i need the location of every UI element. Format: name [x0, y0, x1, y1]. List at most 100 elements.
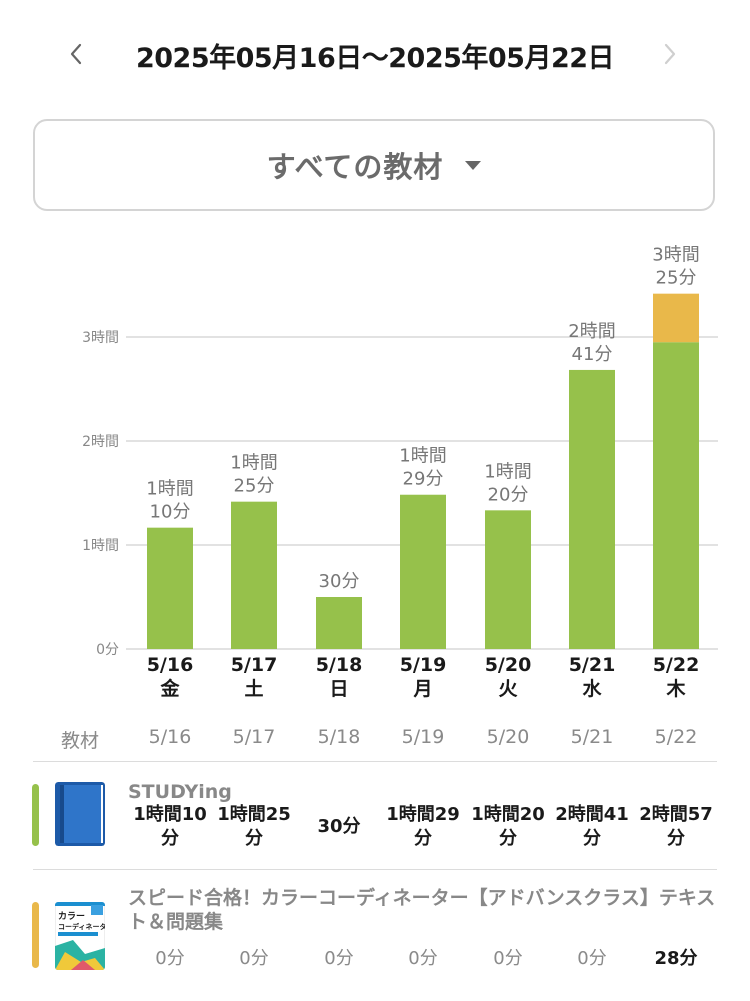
book-cover-image: カラー コーディネーター: [55, 902, 105, 970]
x-date-label: 5/20: [485, 654, 532, 676]
study-time-text: 0分: [324, 948, 354, 969]
caret-down-icon: [465, 160, 482, 170]
total-time-label: 3時間: [652, 245, 699, 266]
study-time-cell: 0分: [379, 947, 467, 971]
studying-book-icon: [55, 782, 105, 846]
study-time-cell: 2時間41 分: [548, 803, 636, 851]
study-time-cell: 2時間57 分: [632, 803, 720, 851]
total-time-label: 10分: [150, 502, 191, 523]
study-time-text: 分: [414, 828, 432, 849]
study-time-chart: 0分1時間2時間3時間1時間10分5/16金1時間25分5/17土30分5/18…: [82, 245, 718, 700]
study-time-text: 0分: [239, 948, 269, 969]
study-time-text: 1時間25: [217, 804, 291, 825]
x-weekday-label: 水: [582, 678, 602, 700]
bar-segment: [147, 527, 193, 649]
table-header-material: 教材: [60, 730, 99, 752]
study-time-cell: 30分: [295, 815, 383, 839]
x-date-label: 5/22: [653, 654, 700, 676]
study-time-cell: 1時間29 分: [379, 803, 467, 851]
bar-segment: [231, 501, 277, 649]
material-title: スピード合格！カラーコーディネーター【アドバンスクラス】テキスト＆問題集: [128, 887, 716, 933]
study-time-cell: 0分: [295, 947, 383, 971]
x-weekday-label: 日: [329, 678, 348, 700]
study-time-cell: 0分: [464, 947, 552, 971]
total-time-label: 41分: [572, 344, 613, 365]
study-time-text: 1時間29: [386, 804, 460, 825]
prev-week-button[interactable]: [58, 36, 94, 72]
divider: [33, 761, 717, 762]
total-time-label: 1時間: [484, 461, 531, 482]
date-range-title: 2025年05月16日〜2025年05月22日: [135, 43, 615, 74]
study-time-cell: 1時間25 分: [210, 803, 298, 851]
x-weekday-label: 土: [244, 678, 263, 700]
study-time-text: 30分: [317, 816, 361, 837]
study-time-text: 0分: [408, 948, 438, 969]
material-filter-label: すべての教材: [266, 150, 444, 184]
table-header-date: 5/19: [401, 726, 445, 748]
study-time-text: 分: [667, 828, 685, 849]
cover-title-line2: コーディネーター: [58, 922, 105, 931]
total-time-label: 1時間: [399, 446, 446, 467]
material-color-bar: [32, 784, 39, 846]
study-time-text: 0分: [577, 948, 607, 969]
date-header: 2025年05月16日〜2025年05月22日: [0, 0, 750, 110]
study-time-text: 分: [583, 828, 601, 849]
material-row-studying[interactable]: STUDYing 1時間10 分 1時間25 分 30分 1時間29 分 1時間20 分 2時間4…: [0, 762, 750, 868]
total-time-label: 20分: [488, 484, 529, 505]
study-time-text: 1時間20: [471, 804, 545, 825]
x-weekday-label: 月: [412, 678, 432, 700]
study-time-text: 0分: [155, 948, 185, 969]
x-date-label: 5/18: [316, 654, 363, 676]
x-date-label: 5/17: [231, 654, 278, 676]
y-tick-label: 1時間: [82, 538, 119, 554]
table-header: 教材 5/16 5/17 5/18 5/19 5/20 5/21 5/22: [0, 718, 750, 758]
study-time-text: 分: [499, 828, 517, 849]
study-time-text: 2時間57: [639, 804, 713, 825]
chevron-right-icon: [664, 43, 676, 65]
table-header-date: 5/16: [148, 726, 192, 748]
y-tick-label: 0分: [96, 642, 119, 658]
study-time-cell: 1時間10 分: [126, 803, 214, 851]
bar-segment: [485, 510, 531, 649]
x-weekday-label: 火: [498, 678, 518, 700]
next-week-button[interactable]: [652, 36, 688, 72]
cover-title-line1: カラー: [58, 911, 85, 922]
material-color-bar: [32, 902, 39, 968]
bar-segment: [653, 293, 699, 343]
x-date-label: 5/21: [569, 654, 616, 676]
study-time-cell: 1時間20 分: [464, 803, 552, 851]
material-filter-dropdown[interactable]: すべての教材: [33, 119, 715, 211]
study-time-cell: 0分: [126, 947, 214, 971]
study-time-text: 28分: [654, 948, 698, 969]
y-tick-label: 2時間: [82, 434, 119, 450]
table-header-date: 5/18: [317, 726, 361, 748]
x-date-label: 5/19: [400, 654, 447, 676]
bar-segment: [400, 494, 446, 649]
total-time-label: 1時間: [146, 479, 193, 500]
x-weekday-label: 木: [665, 677, 686, 700]
study-time-text: 1時間10: [133, 804, 207, 825]
study-time-cell: 0分: [210, 947, 298, 971]
table-header-date: 5/17: [232, 726, 276, 748]
material-row-speed-pass[interactable]: カラー コーディネーター スピード合格！カラーコーディネーター【アドバンスクラス…: [0, 870, 750, 1001]
study-time-text: 分: [161, 828, 179, 849]
divider: [33, 869, 717, 870]
table-header-date: 5/21: [570, 726, 614, 748]
total-time-label: 25分: [656, 268, 697, 289]
study-time-text: 2時間41: [555, 804, 629, 825]
total-time-label: 2時間: [568, 321, 615, 342]
bar-segment: [653, 342, 699, 649]
chevron-left-icon: [70, 43, 82, 65]
material-title: STUDYing: [128, 781, 232, 803]
total-time-label: 29分: [403, 469, 444, 490]
table-header-date: 5/22: [654, 726, 698, 748]
x-weekday-label: 金: [159, 677, 180, 700]
bar-segment: [316, 597, 362, 649]
study-time-text: 0分: [493, 948, 523, 969]
bar-segment: [569, 369, 615, 649]
study-time-cell: 0分: [548, 947, 636, 971]
total-time-label: 25分: [234, 476, 275, 497]
y-tick-label: 3時間: [82, 330, 119, 346]
total-time-label: 30分: [319, 571, 360, 592]
total-time-label: 1時間: [230, 453, 277, 474]
